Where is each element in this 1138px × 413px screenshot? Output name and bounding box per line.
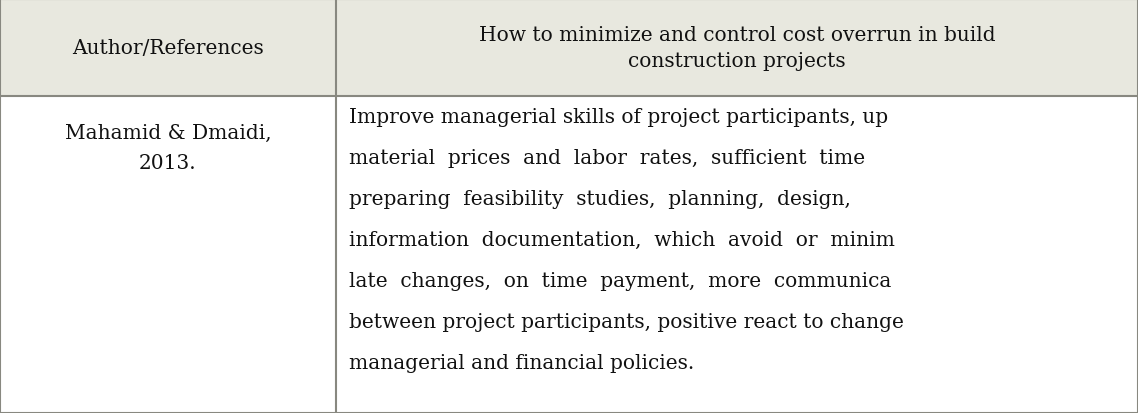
Bar	[0, 97, 1138, 413]
Text: managerial and financial policies.: managerial and financial policies.	[349, 354, 694, 373]
Text: Author/References: Author/References	[72, 39, 264, 58]
Text: How to minimize and control cost overrun in build
construction projects: How to minimize and control cost overrun…	[479, 26, 995, 71]
Text: preparing  feasibility  studies,  planning,  design,: preparing feasibility studies, planning,…	[349, 190, 851, 209]
Text: between project participants, positive react to change: between project participants, positive r…	[349, 313, 905, 332]
Text: material  prices  and  labor  rates,  sufficient  time: material prices and labor rates, suffici…	[349, 148, 866, 167]
Text: information  documentation,  which  avoid  or  minim: information documentation, which avoid o…	[349, 230, 896, 249]
Text: Mahamid & Dmaidi,
2013.: Mahamid & Dmaidi, 2013.	[65, 124, 271, 172]
Text: late  changes,  on  time  payment,  more  communica: late changes, on time payment, more comm…	[349, 271, 892, 290]
Text: Improve managerial skills of project participants, up: Improve managerial skills of project par…	[349, 107, 889, 126]
Bar	[0, 0, 1138, 97]
